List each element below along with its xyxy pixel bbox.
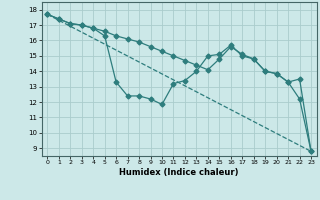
X-axis label: Humidex (Indice chaleur): Humidex (Indice chaleur): [119, 168, 239, 177]
